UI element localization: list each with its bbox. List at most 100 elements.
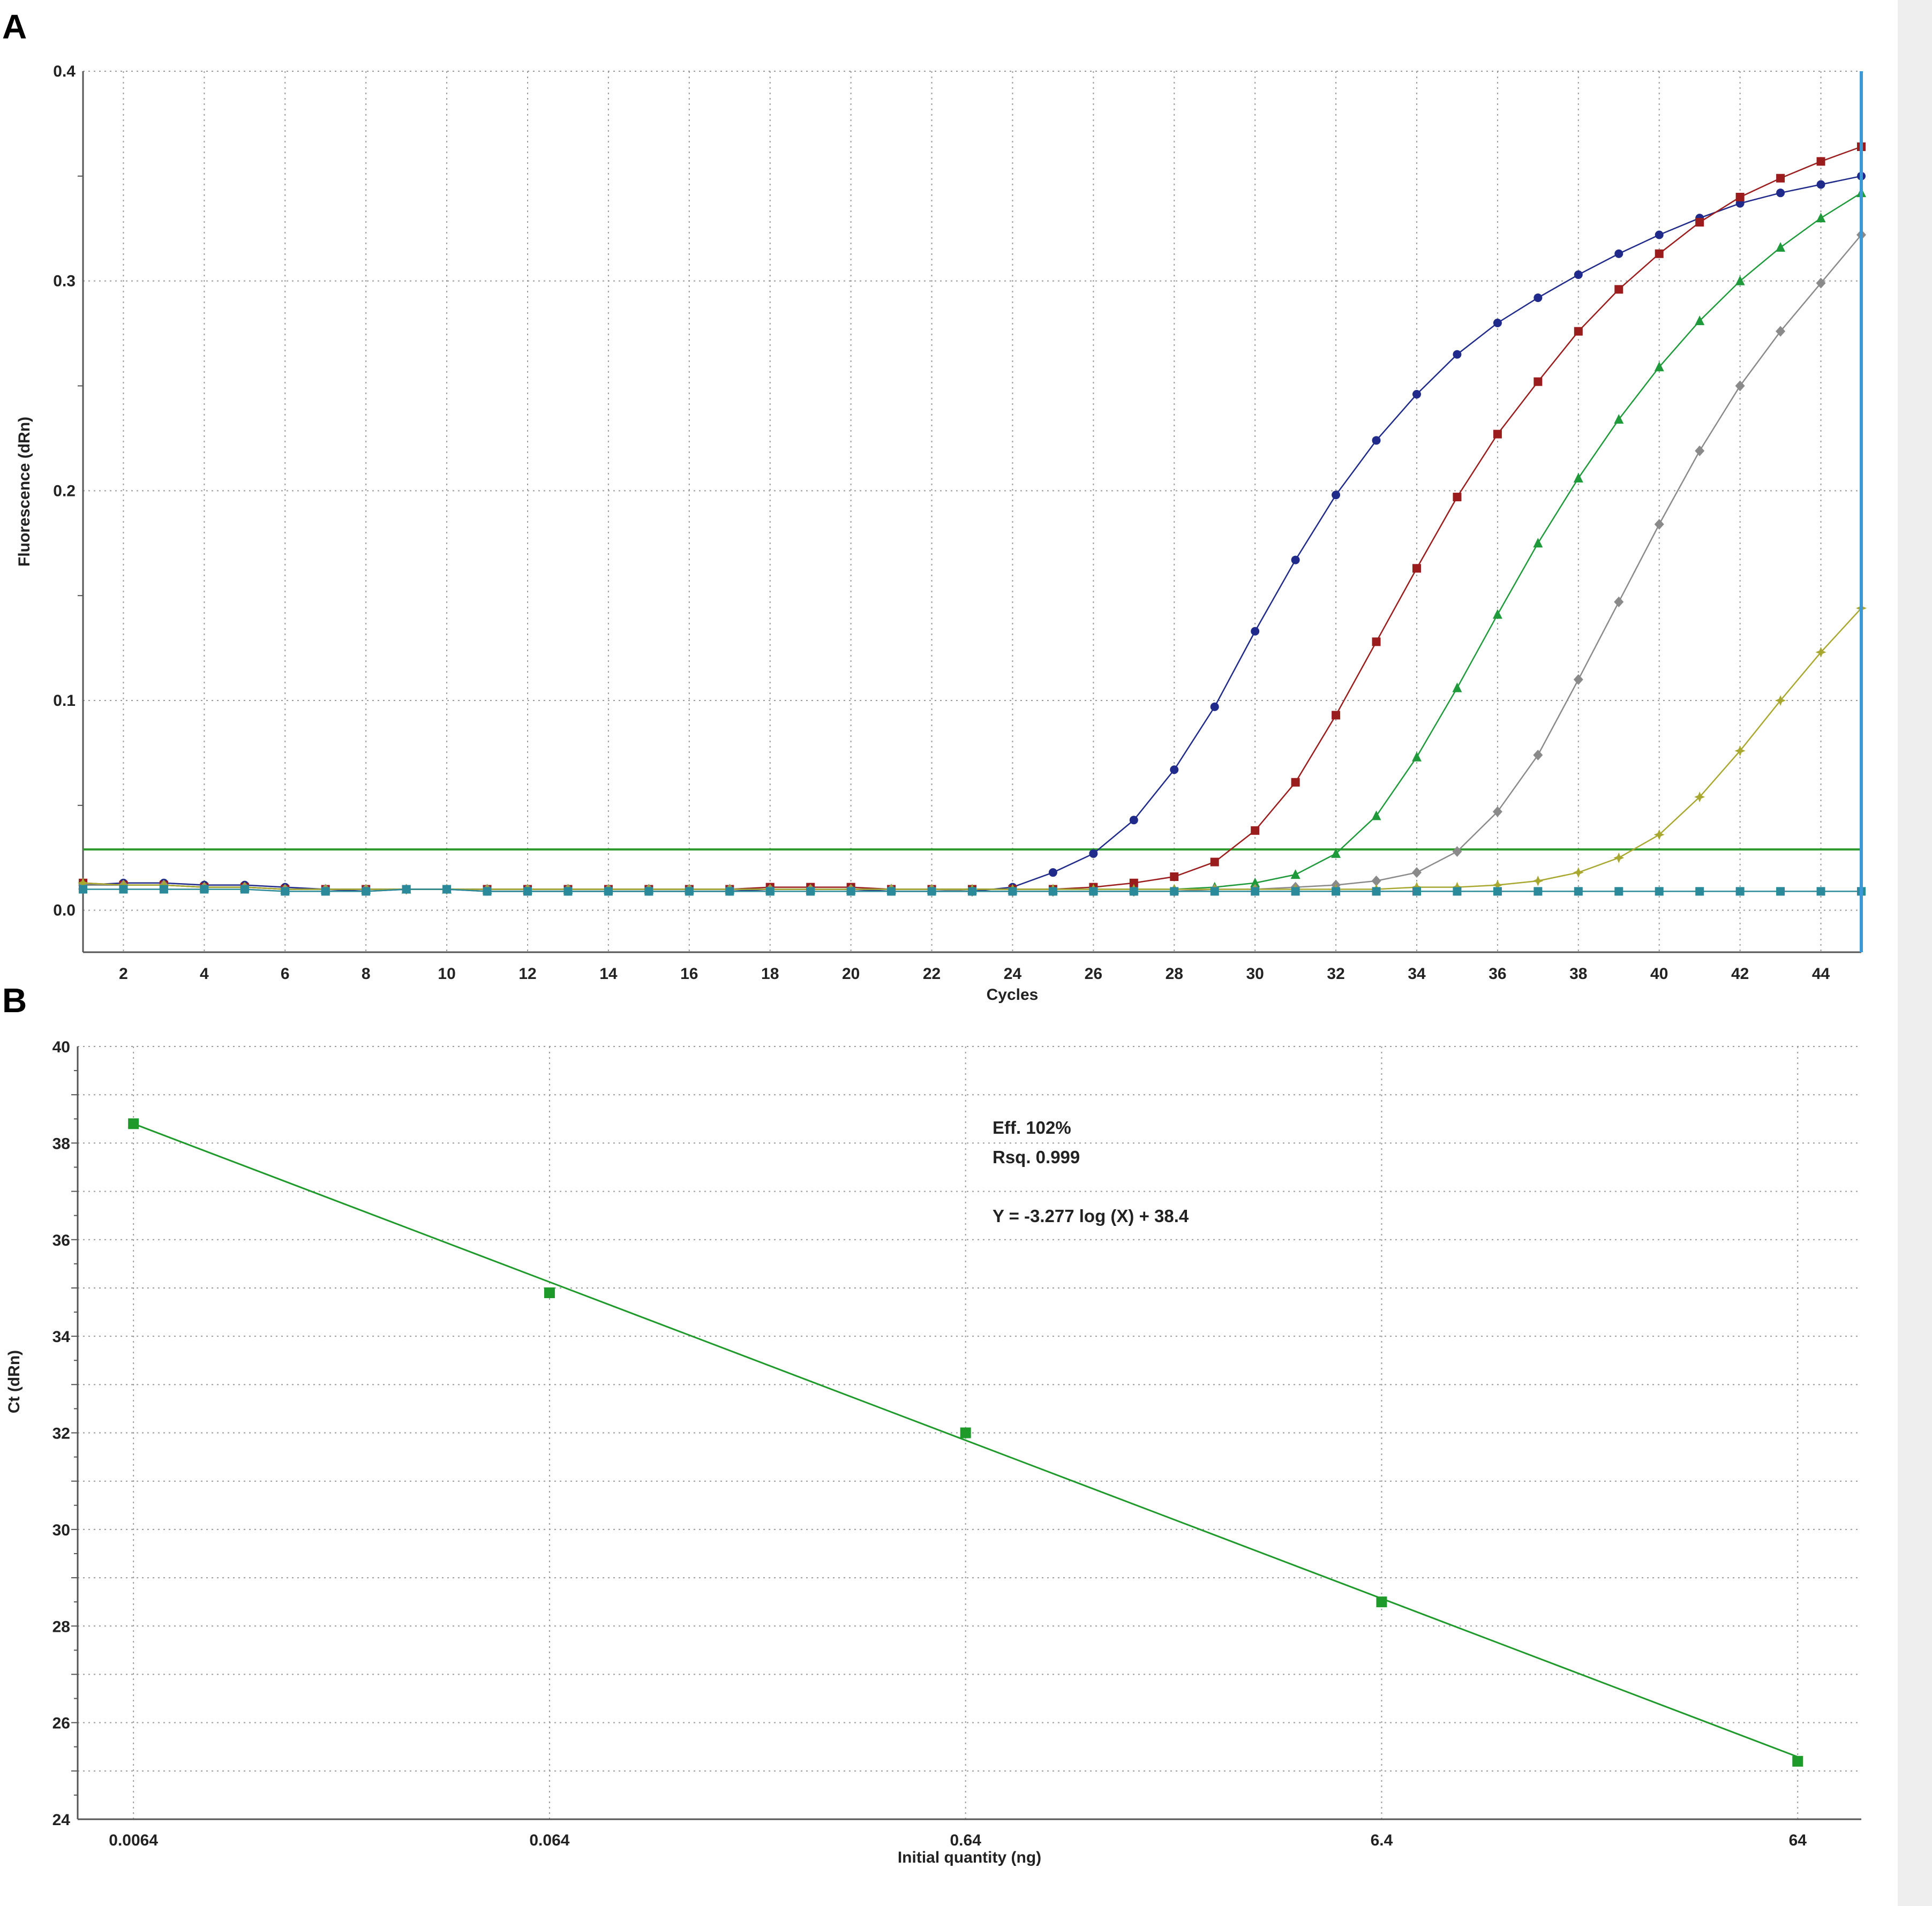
- data-point: [1816, 277, 1826, 289]
- panel-a-grid: [83, 71, 1861, 952]
- data-point: [1452, 682, 1462, 692]
- data-point: [1614, 249, 1623, 258]
- data-point: [1655, 249, 1664, 258]
- data-point: [1452, 846, 1462, 857]
- data-point: [1089, 887, 1098, 896]
- data-point: [1251, 826, 1260, 835]
- panel-b-axes: [71, 1046, 1861, 1820]
- amplification-curve-3: [78, 187, 1866, 894]
- data-point: [362, 887, 371, 896]
- data-point: [1291, 778, 1300, 787]
- a-x-tick-label: 18: [761, 965, 779, 983]
- data-point: [806, 887, 815, 896]
- data-point: [1210, 702, 1219, 711]
- a-x-tick-label: 22: [923, 965, 941, 983]
- data-point: [1694, 792, 1705, 803]
- data-point: [1816, 180, 1825, 189]
- data-point: [1533, 538, 1543, 548]
- panel-a-letter: A: [2, 7, 27, 46]
- right-scrollbar[interactable]: [1898, 0, 1932, 1906]
- b-x-tick-label: 0.064: [529, 1832, 569, 1849]
- data-point: [1776, 189, 1785, 198]
- data-point: [1695, 315, 1705, 326]
- panel-a-amplification-plot: 2 4 6 8 10 12 14 16 18 20 22 24 26 28 30 32 34 36 38 40 42 44…: [16, 63, 1867, 1004]
- data-point: [1250, 877, 1260, 887]
- data-point: [1614, 285, 1623, 294]
- b-y-tick-label: 30: [52, 1521, 70, 1539]
- a-x-tick-label: 26: [1085, 965, 1102, 983]
- a-y-tick-label: 0.4: [53, 63, 76, 80]
- data-point: [1412, 390, 1421, 399]
- data-point: [927, 887, 936, 896]
- data-point: [1332, 491, 1341, 500]
- data-point: [1655, 887, 1664, 896]
- data-point: [1574, 327, 1583, 336]
- b-x-tick-label: 64: [1789, 1832, 1807, 1849]
- a-y-tick-label: 0.2: [53, 482, 76, 500]
- data-point: [1251, 627, 1260, 636]
- data-point: [725, 887, 734, 896]
- a-x-tick-label: 6: [281, 965, 290, 983]
- series-line-3: [83, 192, 1862, 890]
- data-point: [119, 885, 128, 894]
- data-point: [765, 887, 775, 896]
- standard-point: [128, 1118, 139, 1129]
- data-point: [1654, 519, 1664, 530]
- a-x-tick-label: 30: [1246, 965, 1264, 983]
- data-point: [1291, 555, 1300, 564]
- data-point: [1089, 849, 1098, 858]
- data-point: [1653, 829, 1665, 840]
- b-y-tick-label: 32: [52, 1425, 70, 1443]
- data-point: [1492, 806, 1502, 817]
- standard-point: [960, 1427, 971, 1438]
- data-point: [1412, 887, 1421, 896]
- data-point: [442, 885, 452, 894]
- equation-label: Y = -3.277 log (X) + 38.4: [993, 1206, 1189, 1226]
- data-point: [281, 887, 290, 896]
- data-point: [1492, 879, 1503, 891]
- data-point: [1573, 472, 1583, 483]
- data-point: [968, 887, 976, 896]
- data-point: [1291, 887, 1300, 896]
- data-point: [1614, 414, 1624, 424]
- data-point: [1170, 872, 1179, 881]
- data-point: [1210, 887, 1219, 896]
- data-point: [1614, 887, 1623, 896]
- data-point: [402, 885, 411, 894]
- a-x-tick-label: 10: [438, 965, 455, 983]
- data-point: [1332, 887, 1341, 896]
- data-point: [1776, 174, 1785, 183]
- data-point: [1008, 887, 1017, 896]
- series-line-2: [82, 146, 1862, 890]
- a-x-tick-label: 24: [1004, 965, 1022, 983]
- a-x-tick-label: 28: [1166, 965, 1183, 983]
- data-point: [563, 887, 573, 896]
- data-point: [1453, 493, 1462, 502]
- data-point: [1735, 380, 1745, 391]
- data-point: [1815, 646, 1826, 658]
- a-x-tick-label: 32: [1327, 965, 1344, 983]
- efficiency-label: Eff. 102%: [993, 1118, 1071, 1137]
- b-y-tick-label: 26: [52, 1715, 70, 1732]
- data-point: [887, 887, 896, 896]
- data-point: [1412, 751, 1422, 762]
- data-point: [685, 887, 694, 896]
- data-point: [1332, 711, 1341, 720]
- data-point: [1695, 887, 1704, 896]
- data-point: [1533, 749, 1543, 760]
- data-point: [1371, 875, 1381, 886]
- data-point: [483, 887, 492, 896]
- panel-a-axes: [78, 71, 1861, 953]
- data-point: [1573, 674, 1583, 685]
- data-point: [1735, 275, 1745, 285]
- a-x-tick-label: 14: [599, 965, 618, 983]
- amplification-curve-5: [78, 602, 1867, 895]
- panel-b-tick-labels: 0.0064 0.064 0.64 6.4 64 24 26 28 30 32 34 36 38 40: [52, 1038, 1807, 1849]
- data-point: [1170, 765, 1179, 774]
- data-point: [1129, 887, 1138, 896]
- panel-a-xlabel: Cycles: [987, 986, 1039, 1004]
- b-y-tick-label: 36: [52, 1232, 70, 1249]
- data-point: [240, 885, 249, 894]
- data-point: [1614, 596, 1624, 607]
- data-point: [523, 887, 532, 896]
